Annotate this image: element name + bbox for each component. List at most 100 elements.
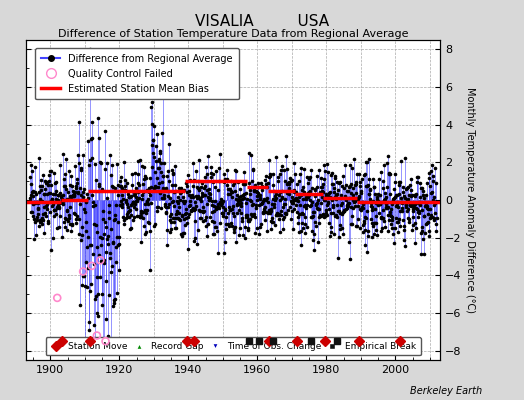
Point [424, 228, 433, 234]
Point [161, 209, 170, 215]
Point [147, 163, 156, 170]
Point [89, 192, 97, 199]
Point [253, 225, 261, 232]
Point [114, 182, 122, 188]
Point [96, 242, 105, 248]
Point [243, 226, 252, 233]
Point [49, 201, 57, 208]
Point [345, 184, 353, 190]
Point [373, 196, 381, 202]
Point [70, 210, 78, 217]
Point [323, 161, 332, 167]
Point [198, 193, 206, 199]
Point [133, 213, 141, 219]
Point [28, 189, 37, 195]
Point [93, 229, 101, 236]
Point [375, 210, 383, 216]
Point [145, 185, 153, 192]
Point [175, 210, 183, 216]
Point [325, 220, 333, 227]
Point [255, 192, 264, 198]
Point [302, 194, 311, 200]
Point [396, 208, 404, 214]
Point [358, 204, 366, 211]
Point [251, 230, 259, 236]
Point [348, 213, 356, 220]
Point [109, 240, 117, 246]
Point [392, 192, 401, 198]
Point [157, 168, 166, 175]
Point [59, 192, 67, 198]
Point [308, 228, 316, 234]
Point [168, 199, 177, 205]
Point [414, 208, 423, 214]
Point [38, 215, 46, 221]
Point [48, 195, 57, 202]
Point [301, 229, 309, 236]
Point [357, 207, 366, 214]
Point [137, 238, 145, 245]
Point [36, 195, 45, 202]
Point [269, 204, 278, 211]
Point [273, 212, 281, 218]
Point [411, 201, 419, 207]
Point [70, 192, 79, 198]
Point [160, 201, 169, 207]
Point [78, 232, 86, 238]
Point [315, 167, 324, 173]
Point [78, 282, 86, 288]
Point [217, 202, 226, 208]
Point [414, 214, 422, 220]
Point [100, 347, 108, 354]
Point [173, 198, 182, 204]
Point [71, 211, 79, 217]
Point [228, 206, 236, 212]
Point [203, 187, 211, 193]
Point [229, 203, 237, 210]
Point [394, 204, 402, 210]
Point [220, 179, 228, 185]
Point [375, 199, 383, 206]
Point [142, 210, 150, 216]
Point [95, 252, 104, 258]
Point [35, 222, 43, 229]
Point [306, 174, 314, 180]
Point [266, 208, 275, 214]
Point [324, 193, 332, 199]
Point [269, 182, 278, 188]
Point [34, 210, 42, 217]
Point [316, 184, 325, 190]
Point [276, 171, 285, 178]
Point [130, 188, 138, 195]
Point [290, 196, 299, 203]
Point [259, 209, 267, 215]
Point [327, 228, 335, 235]
Point [401, 195, 409, 201]
Point [84, 162, 93, 168]
Point [285, 180, 293, 187]
Point [69, 193, 78, 199]
Point [376, 215, 385, 221]
Point [144, 218, 152, 225]
Point [272, 210, 281, 217]
Point [411, 205, 420, 211]
Point [92, 293, 100, 300]
Point [147, 104, 155, 110]
Point [429, 178, 437, 184]
Point [283, 207, 292, 214]
Point [77, 192, 85, 199]
Point [73, 179, 82, 186]
Point [340, 207, 348, 214]
Point [127, 170, 136, 177]
Point [101, 338, 110, 344]
Point [178, 188, 186, 194]
Point [371, 206, 379, 212]
Point [420, 195, 429, 201]
Point [29, 212, 38, 219]
Point [366, 187, 374, 194]
Point [330, 231, 339, 237]
Point [384, 212, 392, 219]
Point [217, 196, 225, 202]
Point [88, 155, 96, 161]
Point [305, 176, 313, 182]
